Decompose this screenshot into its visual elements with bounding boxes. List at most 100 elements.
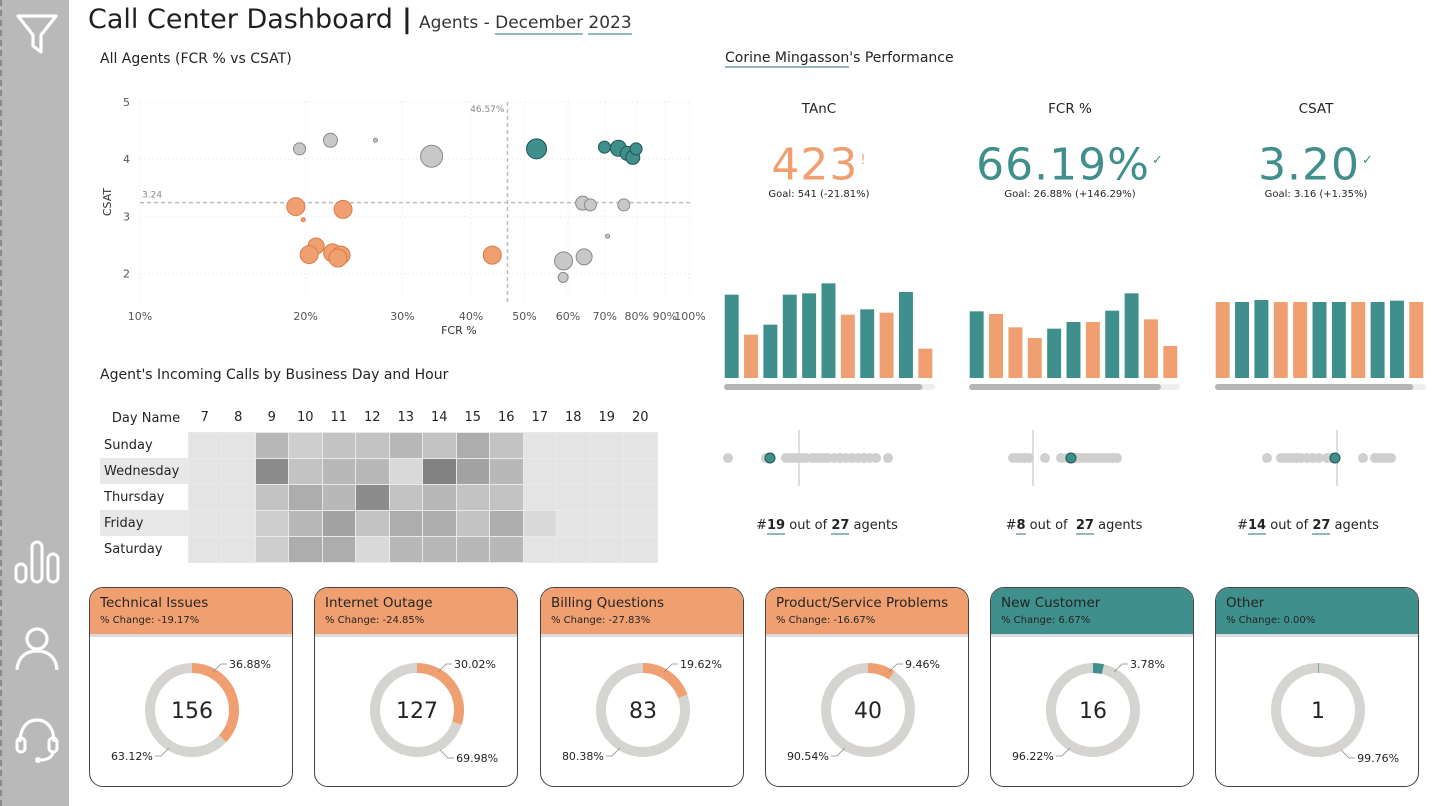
title-year[interactable]: 2023 <box>588 13 632 35</box>
heatmap-cell[interactable] <box>187 483 222 511</box>
heatmap-cell[interactable] <box>355 457 390 485</box>
heatmap-cell[interactable] <box>623 457 658 485</box>
donut-chart[interactable]: 83 19.62% 80.38% <box>541 640 744 787</box>
heatmap-cell[interactable] <box>556 483 591 511</box>
heatmap-cell[interactable] <box>221 535 256 563</box>
card-product-service-problems[interactable]: Product/Service Problems % Change: -16.6… <box>765 587 969 787</box>
heatmap-cell[interactable] <box>321 457 356 485</box>
heatmap-cell[interactable] <box>187 509 222 537</box>
heatmap-cell[interactable] <box>321 535 356 563</box>
heatmap-cell[interactable] <box>422 535 457 563</box>
heatmap-cell[interactable] <box>522 509 557 537</box>
card-technical-issues[interactable]: Technical Issues % Change: -19.17% 156 36… <box>89 587 293 787</box>
heatmap-cell[interactable] <box>321 483 356 511</box>
rank-number[interactable]: 14 <box>1248 518 1267 535</box>
heatmap-cell[interactable] <box>556 535 591 563</box>
heatmap-cell[interactable] <box>221 431 256 459</box>
heatmap-cell[interactable] <box>288 457 323 485</box>
rank-total[interactable]: 27 <box>1312 518 1331 535</box>
tanc-rank-strip[interactable] <box>722 428 937 488</box>
heatmap-cell[interactable] <box>288 535 323 563</box>
rank-number[interactable]: 19 <box>767 518 786 535</box>
heatmap-cell[interactable] <box>355 483 390 511</box>
heatmap-cell[interactable] <box>623 535 658 563</box>
card-other[interactable]: Other % Change: 0.00% 1 99.76% <box>1215 587 1419 787</box>
heatmap-cell[interactable] <box>355 509 390 537</box>
heatmap-cell[interactable] <box>455 535 490 563</box>
heatmap-cell[interactable] <box>489 509 524 537</box>
heatmap-cell[interactable] <box>623 431 658 459</box>
heatmap-cell[interactable] <box>589 509 624 537</box>
card-new-customer[interactable]: New Customer % Change: 6.67% 16 3.78% 96.2… <box>990 587 1194 787</box>
heatmap-cell[interactable] <box>489 535 524 563</box>
heatmap-cell[interactable] <box>422 509 457 537</box>
rank-number[interactable]: 8 <box>1016 518 1026 535</box>
rank-total[interactable]: 27 <box>1075 518 1094 535</box>
csat-rank-strip[interactable] <box>1213 428 1428 488</box>
bar-chart-icon[interactable] <box>12 536 62 586</box>
heatmap-cell[interactable] <box>254 457 289 485</box>
agent-name-link[interactable]: Corine Mingasson <box>725 50 850 68</box>
csat-bar-chart[interactable] <box>1213 272 1428 392</box>
rank-total[interactable]: 27 <box>831 518 850 535</box>
heatmap-cell[interactable] <box>355 535 390 563</box>
heatmap-cell[interactable] <box>489 457 524 485</box>
fcr-rank-strip[interactable] <box>967 428 1182 488</box>
heatmap-cell[interactable] <box>556 431 591 459</box>
heatmap-cell[interactable] <box>589 483 624 511</box>
donut-chart[interactable]: 16 3.78% 96.22% <box>991 640 1194 787</box>
heatmap-cell[interactable] <box>589 457 624 485</box>
heatmap-cell[interactable] <box>455 431 490 459</box>
heatmap-cell[interactable] <box>388 535 423 563</box>
heatmap-cell[interactable] <box>187 457 222 485</box>
heatmap-cell[interactable] <box>221 509 256 537</box>
heatmap-cell[interactable] <box>422 483 457 511</box>
donut-chart[interactable]: 40 9.46% 90.54% <box>766 640 969 787</box>
heatmap-cell[interactable] <box>388 509 423 537</box>
heatmap-cell[interactable] <box>388 457 423 485</box>
heatmap-cell[interactable] <box>556 509 591 537</box>
heatmap-cell[interactable] <box>187 535 222 563</box>
heatmap-cell[interactable] <box>489 431 524 459</box>
filter-icon[interactable] <box>12 8 62 58</box>
donut-chart[interactable]: 127 30.02% 69.98% <box>315 640 518 787</box>
heatmap-cell[interactable] <box>288 509 323 537</box>
heatmap-cell[interactable] <box>522 535 557 563</box>
heatmap-cell[interactable] <box>522 431 557 459</box>
user-icon[interactable] <box>12 624 62 674</box>
heatmap-cell[interactable] <box>187 431 222 459</box>
heatmap-cell[interactable] <box>522 457 557 485</box>
scatter-chart[interactable]: 10% 20% 30% 40% 50% 60% 70% 80% 90%100% 2 3 4 5 46.57… <box>95 88 706 348</box>
heatmap-cell[interactable] <box>221 457 256 485</box>
title-month[interactable]: December <box>495 13 584 35</box>
heatmap-cell[interactable] <box>589 535 624 563</box>
heatmap-cell[interactable] <box>288 431 323 459</box>
headset-icon[interactable] <box>12 714 62 764</box>
heatmap-cell[interactable] <box>254 431 289 459</box>
heatmap-cell[interactable] <box>623 509 658 537</box>
heatmap-cell[interactable] <box>455 483 490 511</box>
heatmap-cell[interactable] <box>589 431 624 459</box>
heatmap-cell[interactable] <box>221 483 256 511</box>
heatmap-cell[interactable] <box>522 483 557 511</box>
card-internet-outage[interactable]: Internet Outage % Change: -24.85% 127 30.… <box>314 587 518 787</box>
heatmap-cell[interactable] <box>455 457 490 485</box>
heatmap-cell[interactable] <box>422 431 457 459</box>
heatmap-cell[interactable] <box>288 483 323 511</box>
heatmap-cell[interactable] <box>321 509 356 537</box>
heatmap-cell[interactable] <box>455 509 490 537</box>
heatmap-cell[interactable] <box>489 483 524 511</box>
heatmap-cell[interactable] <box>254 535 289 563</box>
donut-chart[interactable]: 1 99.76% <box>1216 640 1419 787</box>
heatmap-cell[interactable] <box>422 457 457 485</box>
heatmap-cell[interactable] <box>388 483 423 511</box>
tanc-bar-chart[interactable] <box>722 272 937 392</box>
heatmap-cell[interactable] <box>321 431 356 459</box>
card-billing-questions[interactable]: Billing Questions % Change: -27.83% 83 19… <box>540 587 744 787</box>
fcr-bar-chart[interactable] <box>967 272 1182 392</box>
heatmap-cell[interactable] <box>388 431 423 459</box>
heatmap-cell[interactable] <box>623 483 658 511</box>
donut-chart[interactable]: 156 36.88% 63.12% <box>90 640 293 787</box>
heatmap-cell[interactable] <box>556 457 591 485</box>
heatmap-cell[interactable] <box>355 431 390 459</box>
